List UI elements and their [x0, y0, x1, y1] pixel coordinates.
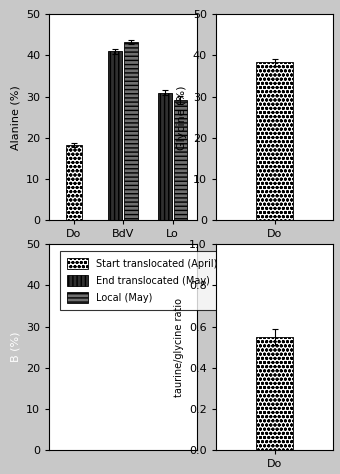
Bar: [66, 145, 82, 220]
Y-axis label: B (%): B (%): [11, 332, 21, 363]
Y-axis label: Alanine (%): Alanine (%): [11, 85, 21, 150]
Y-axis label: Glycine (%): Glycine (%): [177, 85, 187, 150]
Legend: Start translocated (April), End translocated (May), Local (May): Start translocated (April), End transloc…: [60, 251, 224, 310]
Bar: [158, 92, 172, 220]
Bar: [256, 63, 293, 220]
Bar: [124, 42, 138, 220]
Y-axis label: taurine/glycine ratio: taurine/glycine ratio: [173, 298, 184, 397]
Bar: [173, 100, 187, 220]
Bar: [256, 337, 293, 450]
Bar: [108, 51, 122, 220]
